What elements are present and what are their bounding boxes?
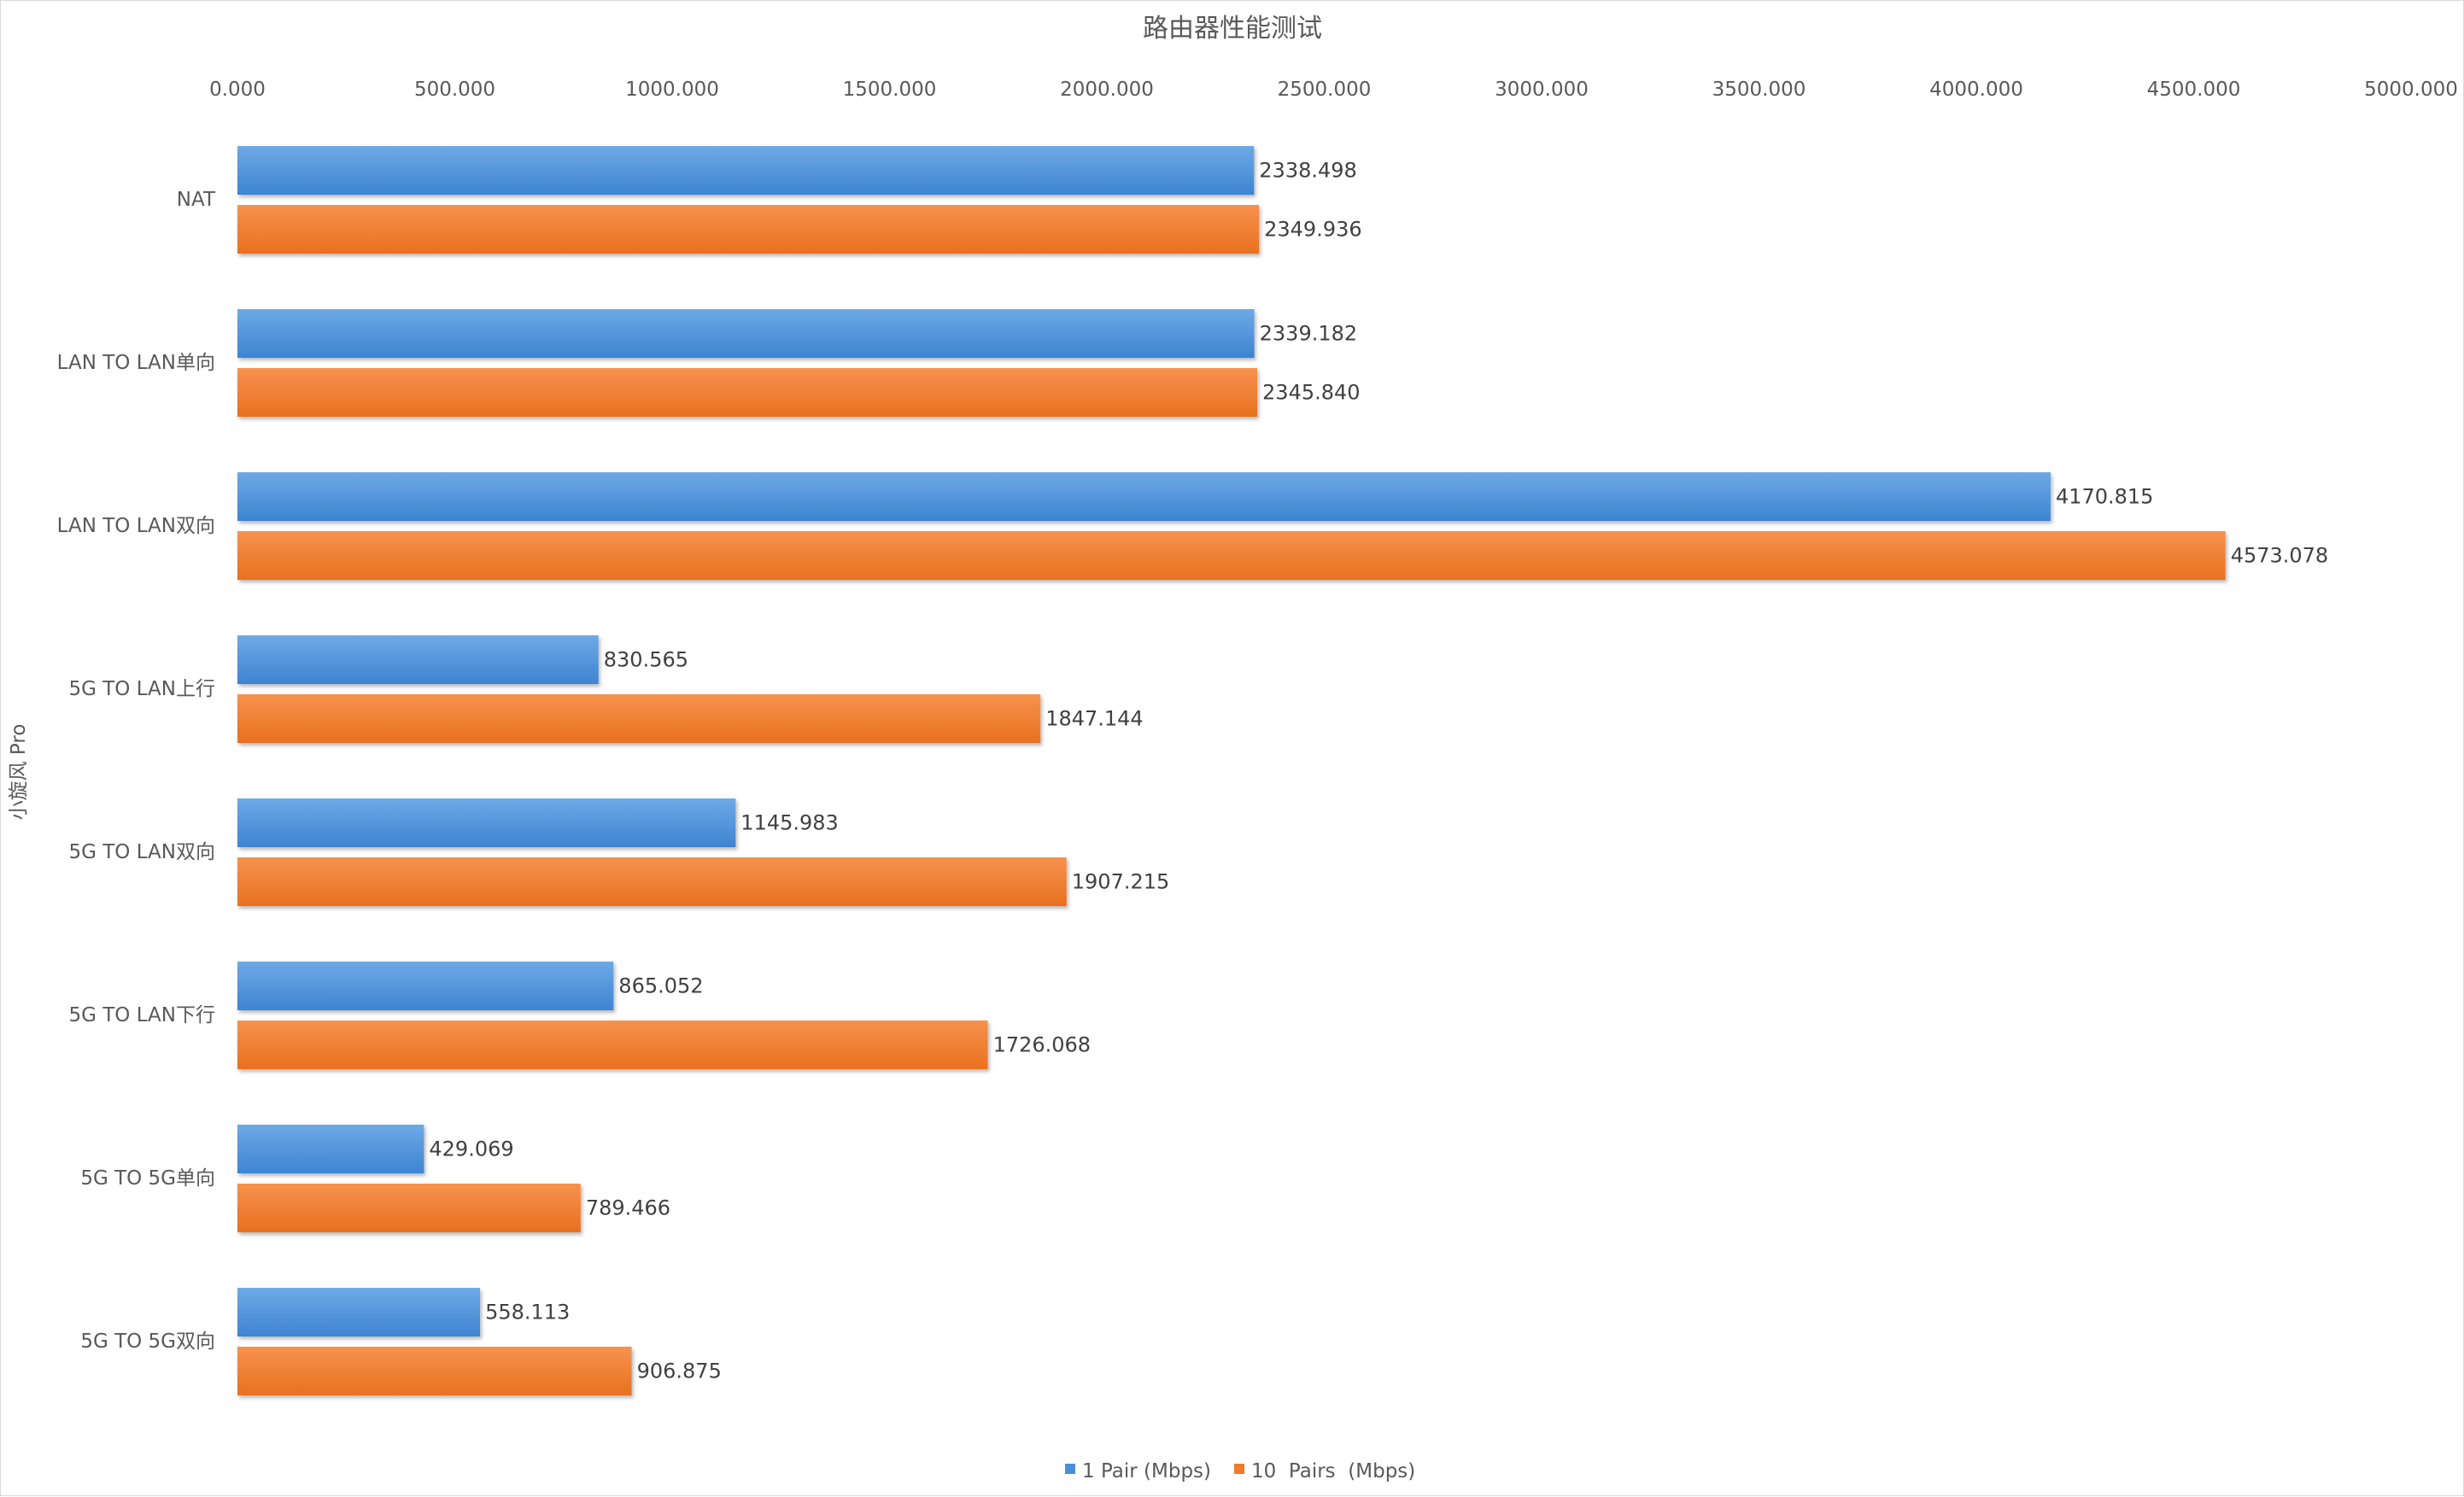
bar-series-1	[237, 472, 2051, 521]
data-label: 830.565	[604, 648, 688, 672]
category-label: 5G TO 5G双向	[80, 1330, 215, 1353]
data-label: 2345.840	[1262, 381, 1361, 405]
bar-series-1	[237, 1125, 424, 1173]
chart-title: 路由器性能测试	[1143, 14, 1322, 44]
bar-series-2	[237, 205, 1260, 254]
category-label: 5G TO LAN双向	[68, 841, 215, 863]
x-tick-label: 0.000	[209, 79, 266, 101]
category-label: 5G TO 5G单向	[80, 1167, 215, 1190]
x-tick-label: 3500.000	[1712, 79, 1806, 101]
x-tick-label: 2000.000	[1060, 79, 1154, 101]
data-label: 1726.068	[993, 1033, 1092, 1057]
data-label: 4573.078	[2231, 544, 2329, 568]
data-label: 2349.936	[1264, 218, 1362, 242]
x-tick-label: 4500.000	[2147, 79, 2241, 101]
data-label: 1145.983	[740, 811, 839, 835]
data-label: 429.069	[429, 1137, 513, 1161]
x-tick-label: 5000.000	[2364, 79, 2458, 101]
x-tick-label: 500.000	[414, 79, 495, 101]
data-label: 789.466	[586, 1196, 670, 1220]
bar-series-2	[237, 857, 1067, 906]
bar-series-2	[237, 531, 2226, 580]
bar-series-1	[237, 962, 614, 1010]
x-tick-label: 4000.000	[1929, 79, 2023, 101]
legend-label-series-2: 10 Pairs (Mbps)	[1251, 1460, 1415, 1482]
legend: 1 Pair (Mbps) 10 Pairs (Mbps)	[1065, 1460, 1415, 1482]
bar-series-1	[237, 1288, 481, 1336]
bars	[237, 146, 2226, 1395]
data-label: 906.875	[637, 1360, 722, 1383]
bar-series-2	[237, 368, 1258, 417]
category-labels: NAT LAN TO LAN单向 LAN TO LAN双向 5G TO LAN上行 5G…	[57, 189, 216, 1353]
y-axis-title: 小旋风 Pro	[8, 724, 30, 821]
x-tick-label: 2500.000	[1278, 79, 1372, 101]
x-tick-label: 3000.000	[1495, 79, 1589, 101]
bar-series-1	[237, 309, 1255, 358]
x-axis-ticks: 0.000 500.000 1000.000 1500.000 2000.000 2500…	[209, 79, 2458, 101]
bar-series-1	[237, 798, 736, 847]
bar-series-2	[237, 1347, 632, 1395]
data-label: 1847.144	[1045, 707, 1144, 731]
x-tick-label: 1500.000	[843, 79, 937, 101]
category-label: NAT	[177, 189, 216, 211]
category-label: LAN TO LAN单向	[57, 352, 215, 374]
bar-series-2	[237, 1184, 581, 1232]
bar-series-1	[237, 146, 1255, 195]
legend-label-series-1: 1 Pair (Mbps)	[1082, 1460, 1211, 1482]
x-tick-label: 1000.000	[625, 79, 719, 101]
legend-swatch-series-1	[1065, 1464, 1075, 1474]
data-label: 1907.215	[1072, 870, 1170, 894]
data-label: 2339.182	[1260, 322, 1358, 346]
data-label: 865.052	[618, 974, 703, 998]
bar-series-1	[237, 635, 599, 684]
category-label: LAN TO LAN双向	[57, 515, 215, 537]
legend-swatch-series-2	[1234, 1464, 1244, 1474]
bar-series-2	[237, 1020, 988, 1069]
bar-series-2	[237, 694, 1041, 743]
category-label: 5G TO LAN下行	[68, 1004, 215, 1026]
data-labels: 2338.498 2339.182 4170.815 830.565 1145.983 8…	[429, 159, 2328, 1383]
data-label: 2338.498	[1259, 159, 1357, 183]
data-label: 4170.815	[2056, 485, 2154, 509]
data-label: 558.113	[485, 1301, 570, 1324]
category-label: 5G TO LAN上行	[68, 678, 215, 700]
